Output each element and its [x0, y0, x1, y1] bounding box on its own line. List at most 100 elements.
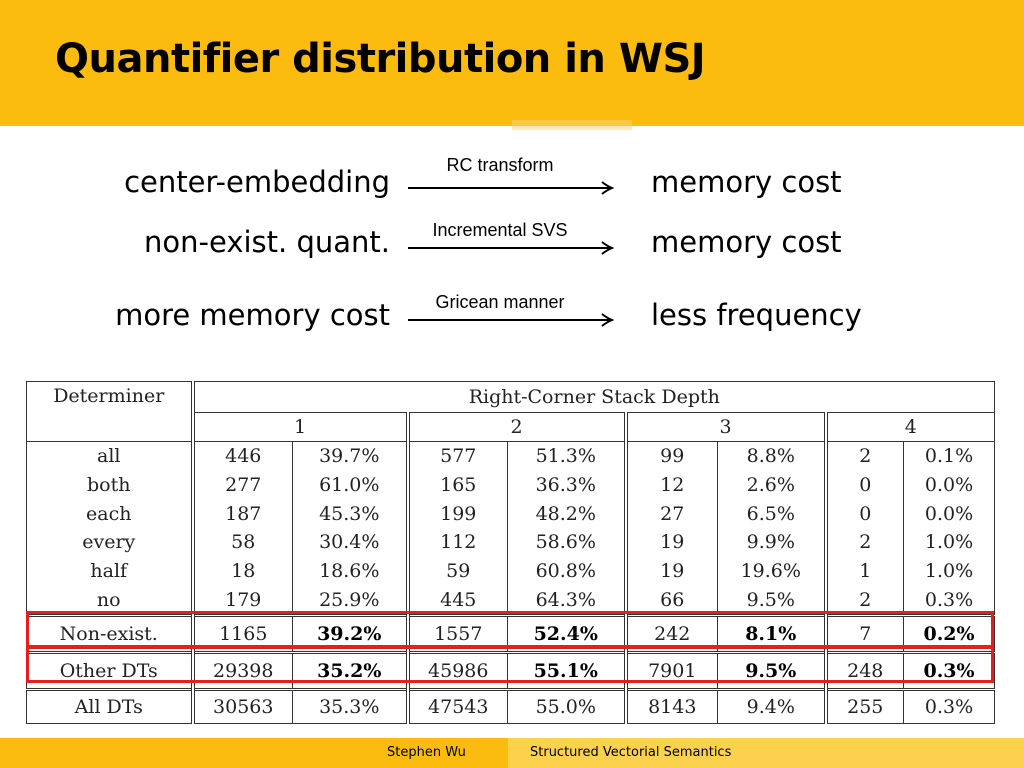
relation-left-non-exist-quant: non-exist. quant. [144, 225, 390, 259]
table-cell: 19.6% [717, 556, 828, 586]
table-cell: 9.5% [717, 651, 828, 690]
slide-title: Quantifier distribution in WSJ [55, 36, 706, 82]
row-label: half [26, 556, 195, 586]
table-cell: 27 [625, 499, 718, 529]
table-cell: 59 [407, 556, 508, 586]
table-cell: 9.9% [717, 528, 828, 557]
row-label: both [26, 470, 195, 500]
right-arrow-icon [408, 313, 614, 327]
table-cell: 30563 [192, 688, 293, 725]
table-cell: 36.3% [507, 470, 628, 500]
table-cell: 446 [192, 441, 293, 471]
arrow-label-gricean-manner: Gricean manner [435, 292, 565, 312]
row-label: Other DTs [26, 651, 195, 690]
table-cell: 47543 [407, 688, 508, 725]
table-cell: 0.0% [903, 470, 996, 500]
table-cell: 1.0% [903, 556, 996, 586]
table-cell: 48.2% [507, 499, 628, 529]
right-arrow-icon [408, 241, 614, 255]
table-row: no 179 25.9% 445 64.3% 66 9.5% 2 0.3% [26, 585, 996, 616]
highlight-box-nonexist [26, 611, 994, 648]
table-row-other: Other DTs 29398 35.2% 45986 55.1% 7901 9… [26, 651, 996, 690]
title-accent [512, 120, 632, 130]
table-cell: 0 [825, 470, 904, 500]
table-cell: 199 [407, 499, 508, 529]
table-cell: 9.4% [717, 688, 828, 725]
stack-depth-header: Right-Corner Stack Depth [192, 381, 996, 413]
table-cell: 51.3% [507, 441, 628, 471]
table-cell: 2 [825, 441, 904, 471]
table-row: all 446 39.7% 577 51.3% 99 8.8% 2 0.1% [26, 441, 996, 471]
table-cell: 0.3% [903, 688, 996, 725]
footer-author: Stephen Wu [387, 745, 466, 760]
right-arrow-icon [408, 181, 614, 195]
table-cell: 577 [407, 441, 508, 471]
relation-right-less-frequency: less frequency [651, 298, 862, 332]
highlight-box-other [26, 646, 994, 683]
quantifier-distribution-table: Determiner Right-Corner Stack Depth 1 2 … [26, 381, 996, 725]
table-cell: 0.1% [903, 441, 996, 471]
table-cell: 58.6% [507, 528, 628, 557]
relation-right-memory-cost-2: memory cost [651, 225, 842, 259]
table-cell: 19 [625, 528, 718, 557]
table-cell: 6.5% [717, 499, 828, 529]
table-cell: 58 [192, 528, 293, 557]
table-cell: 9.5% [717, 585, 828, 616]
determiner-rows: all 446 39.7% 577 51.3% 99 8.8% 2 0.1% both 277 61.… [26, 441, 996, 616]
table-cell: 112 [407, 528, 508, 557]
table-cell: 0.3% [903, 585, 996, 616]
table-cell: 60.8% [507, 556, 628, 586]
determiner-header: Determiner [26, 381, 195, 442]
table-cell: 55.1% [507, 651, 628, 690]
table-cell: 18 [192, 556, 293, 586]
table-cell: 277 [192, 470, 293, 500]
table-cell: 29398 [192, 651, 293, 690]
table-cell: 45.3% [292, 499, 410, 529]
table-cell: 7901 [625, 651, 718, 690]
depth-header-4: 4 [825, 412, 996, 442]
table-row: both 277 61.0% 165 36.3% 12 2.6% 0 0.0% [26, 470, 996, 500]
table-cell: 2.6% [717, 470, 828, 500]
table-cell: 66 [625, 585, 718, 616]
title-bar [0, 0, 1024, 126]
table-cell: 8.8% [717, 441, 828, 471]
table-cell: 2 [825, 528, 904, 557]
table-cell: 0.0% [903, 499, 996, 529]
depth-header-1: 1 [192, 412, 410, 442]
row-label: each [26, 499, 195, 529]
table-cell: 12 [625, 470, 718, 500]
table-cell: 8143 [625, 688, 718, 725]
table-cell: 1.0% [903, 528, 996, 557]
row-label: All DTs [26, 688, 195, 725]
depth-header-3: 3 [625, 412, 828, 442]
footer-bar-right [508, 738, 1024, 768]
table-cell: 25.9% [292, 585, 410, 616]
table-cell: 99 [625, 441, 718, 471]
table-row: every 58 30.4% 112 58.6% 19 9.9% 2 1.0% [26, 528, 996, 557]
table-cell: 248 [825, 651, 904, 690]
table-cell: 19 [625, 556, 718, 586]
table-cell: 2 [825, 585, 904, 616]
table-cell: 179 [192, 585, 293, 616]
relation-right-memory-cost: memory cost [651, 165, 842, 199]
table-cell: 45986 [407, 651, 508, 690]
relation-left-more-memory-cost: more memory cost [115, 298, 390, 332]
table-cell: 445 [407, 585, 508, 616]
table-cell: 255 [825, 688, 904, 725]
table-cell: 18.6% [292, 556, 410, 586]
table-cell: 30.4% [292, 528, 410, 557]
table-cell: 0.3% [903, 651, 996, 690]
arrow-label-incremental-svs: Incremental SVS [432, 220, 568, 240]
table-row: half 18 18.6% 59 60.8% 19 19.6% 1 1.0% [26, 556, 996, 586]
depth-header-2: 2 [407, 412, 628, 442]
footer-talk-title: Structured Vectorial Semantics [530, 745, 732, 760]
relation-left-center-embedding: center-embedding [124, 165, 390, 199]
table-row-all: All DTs 30563 35.3% 47543 55.0% 8143 9.4… [26, 688, 996, 725]
row-label: all [26, 441, 195, 471]
table-cell: 64.3% [507, 585, 628, 616]
table-cell: 55.0% [507, 688, 628, 725]
table-cell: 165 [407, 470, 508, 500]
row-label: no [26, 585, 195, 616]
table-cell: 61.0% [292, 470, 410, 500]
table-cell: 187 [192, 499, 293, 529]
